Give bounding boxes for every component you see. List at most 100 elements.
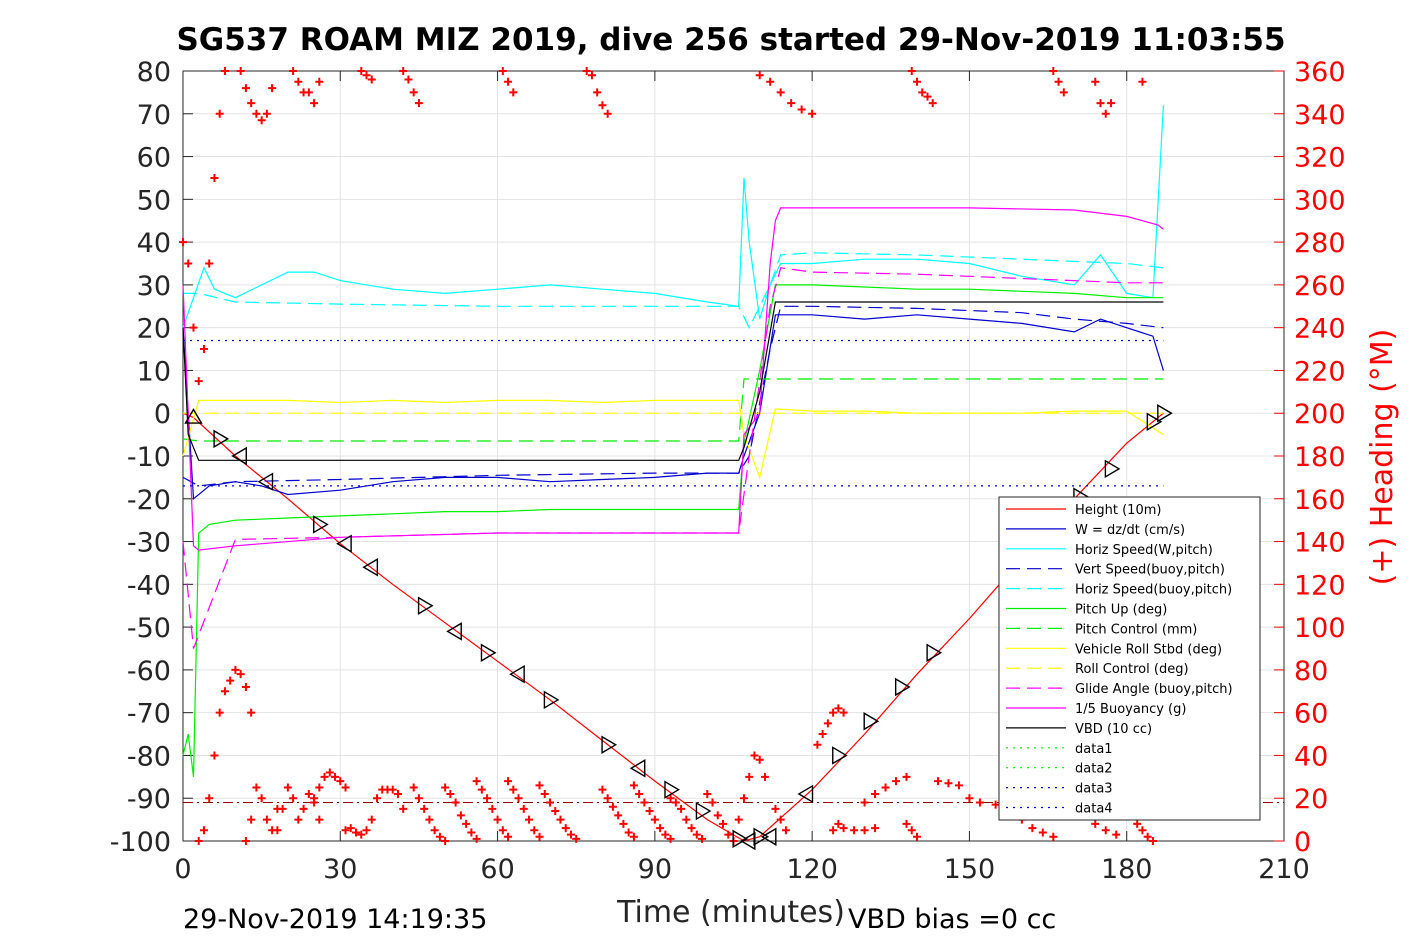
heading-point <box>451 798 460 807</box>
heading-point <box>179 238 187 247</box>
x-tick-label: 150 <box>944 854 996 885</box>
heading-point <box>367 75 376 84</box>
heading-point <box>535 781 544 790</box>
heading-point <box>504 777 513 786</box>
y-tick-label: -60 <box>127 656 171 687</box>
heading-point <box>498 67 507 75</box>
legend-label: VBD (10 cc) <box>1075 722 1152 737</box>
legend-box <box>998 496 1261 821</box>
heading-point <box>283 783 292 792</box>
heading-point <box>498 826 507 835</box>
heading-point <box>913 832 921 841</box>
y-tick-label: 70 <box>137 100 171 131</box>
dive-marker <box>313 515 329 534</box>
heading-point <box>556 815 565 824</box>
heading-point <box>399 67 408 75</box>
heading-point <box>713 811 722 820</box>
y-tick-label: -20 <box>127 485 171 516</box>
heading-point <box>252 783 261 792</box>
x-tick-label: 210 <box>1258 854 1310 885</box>
y-tick-label: -80 <box>127 741 171 772</box>
heading-point <box>829 708 838 717</box>
heading-point <box>656 824 665 833</box>
series-line-10 <box>182 207 1164 551</box>
y-right-tick-label: 340 <box>1294 100 1346 131</box>
heading-point <box>1106 99 1115 108</box>
y-tick-label: 20 <box>137 314 171 345</box>
heading-point <box>477 785 486 794</box>
heading-point <box>273 826 282 835</box>
heading-point <box>372 794 381 803</box>
heading-point <box>205 794 214 803</box>
heading-point <box>1091 77 1100 86</box>
chart-title: SG537 ROAM MIZ 2019, dive 256 started 29… <box>176 22 1285 58</box>
heading-point <box>441 783 450 792</box>
heading-point <box>247 99 256 108</box>
heading-point <box>488 804 497 813</box>
heading-point <box>661 830 670 839</box>
heading-point <box>215 708 224 717</box>
heading-point <box>1133 819 1142 828</box>
heading-point <box>928 99 937 108</box>
heading-point <box>325 768 334 777</box>
heading-point <box>682 815 691 824</box>
heading-point <box>315 815 324 824</box>
heading-point <box>210 173 219 182</box>
heading-point <box>262 815 271 824</box>
series-line-3 <box>182 305 1164 487</box>
heading-point <box>1091 819 1100 828</box>
heading-point <box>341 783 350 792</box>
heading-point <box>504 77 513 86</box>
heading-point <box>781 826 790 835</box>
dive-marker <box>753 827 770 846</box>
y-right-tick-label: 360 <box>1294 57 1346 88</box>
heading-point <box>220 67 229 75</box>
heading-point <box>666 794 675 803</box>
y-right-tick-label: 200 <box>1294 399 1346 430</box>
dive-marker <box>926 643 943 663</box>
y-right-tick-label: 80 <box>1294 656 1328 687</box>
y-tick-label: -70 <box>127 699 171 730</box>
series-line-7 <box>182 399 1164 480</box>
heading-point <box>226 676 235 685</box>
dive-marker <box>664 780 680 799</box>
legend-label: data2 <box>1075 762 1113 777</box>
dive-marker <box>480 643 497 663</box>
heading-point <box>509 785 518 794</box>
y-right-tick-label: 140 <box>1294 528 1346 559</box>
heading-point <box>975 798 984 807</box>
dive-marker <box>509 664 525 684</box>
heading-point <box>687 824 696 833</box>
heading-point <box>414 99 423 108</box>
heading-point <box>892 777 901 786</box>
heading-point <box>362 826 371 835</box>
heading-point <box>1054 77 1063 86</box>
heading-point <box>881 783 890 792</box>
x-tick-label: 30 <box>323 854 357 885</box>
dive-marker <box>417 596 434 615</box>
heading-point <box>472 834 481 843</box>
heading-point <box>776 88 785 97</box>
heading-point <box>483 794 492 803</box>
heading-point <box>420 804 429 813</box>
heading-point <box>1049 67 1058 75</box>
dive-marker <box>257 472 274 491</box>
dive-marker <box>231 446 247 466</box>
heading-point <box>289 67 298 75</box>
y-right-tick-label: 40 <box>1294 741 1328 772</box>
heading-point <box>1148 837 1157 845</box>
heading-point <box>346 824 355 833</box>
heading-point <box>425 815 434 824</box>
heading-point <box>566 830 575 839</box>
heading-point <box>414 794 423 803</box>
heading-point <box>603 794 612 803</box>
heading-point <box>587 71 596 80</box>
heading-point <box>991 800 1000 809</box>
heading-point <box>561 824 570 833</box>
heading-point <box>703 789 712 798</box>
x-tick-label: 90 <box>638 854 672 885</box>
y-right-tick-label: 180 <box>1294 442 1346 473</box>
heading-point <box>199 345 208 354</box>
heading-point <box>393 789 402 798</box>
